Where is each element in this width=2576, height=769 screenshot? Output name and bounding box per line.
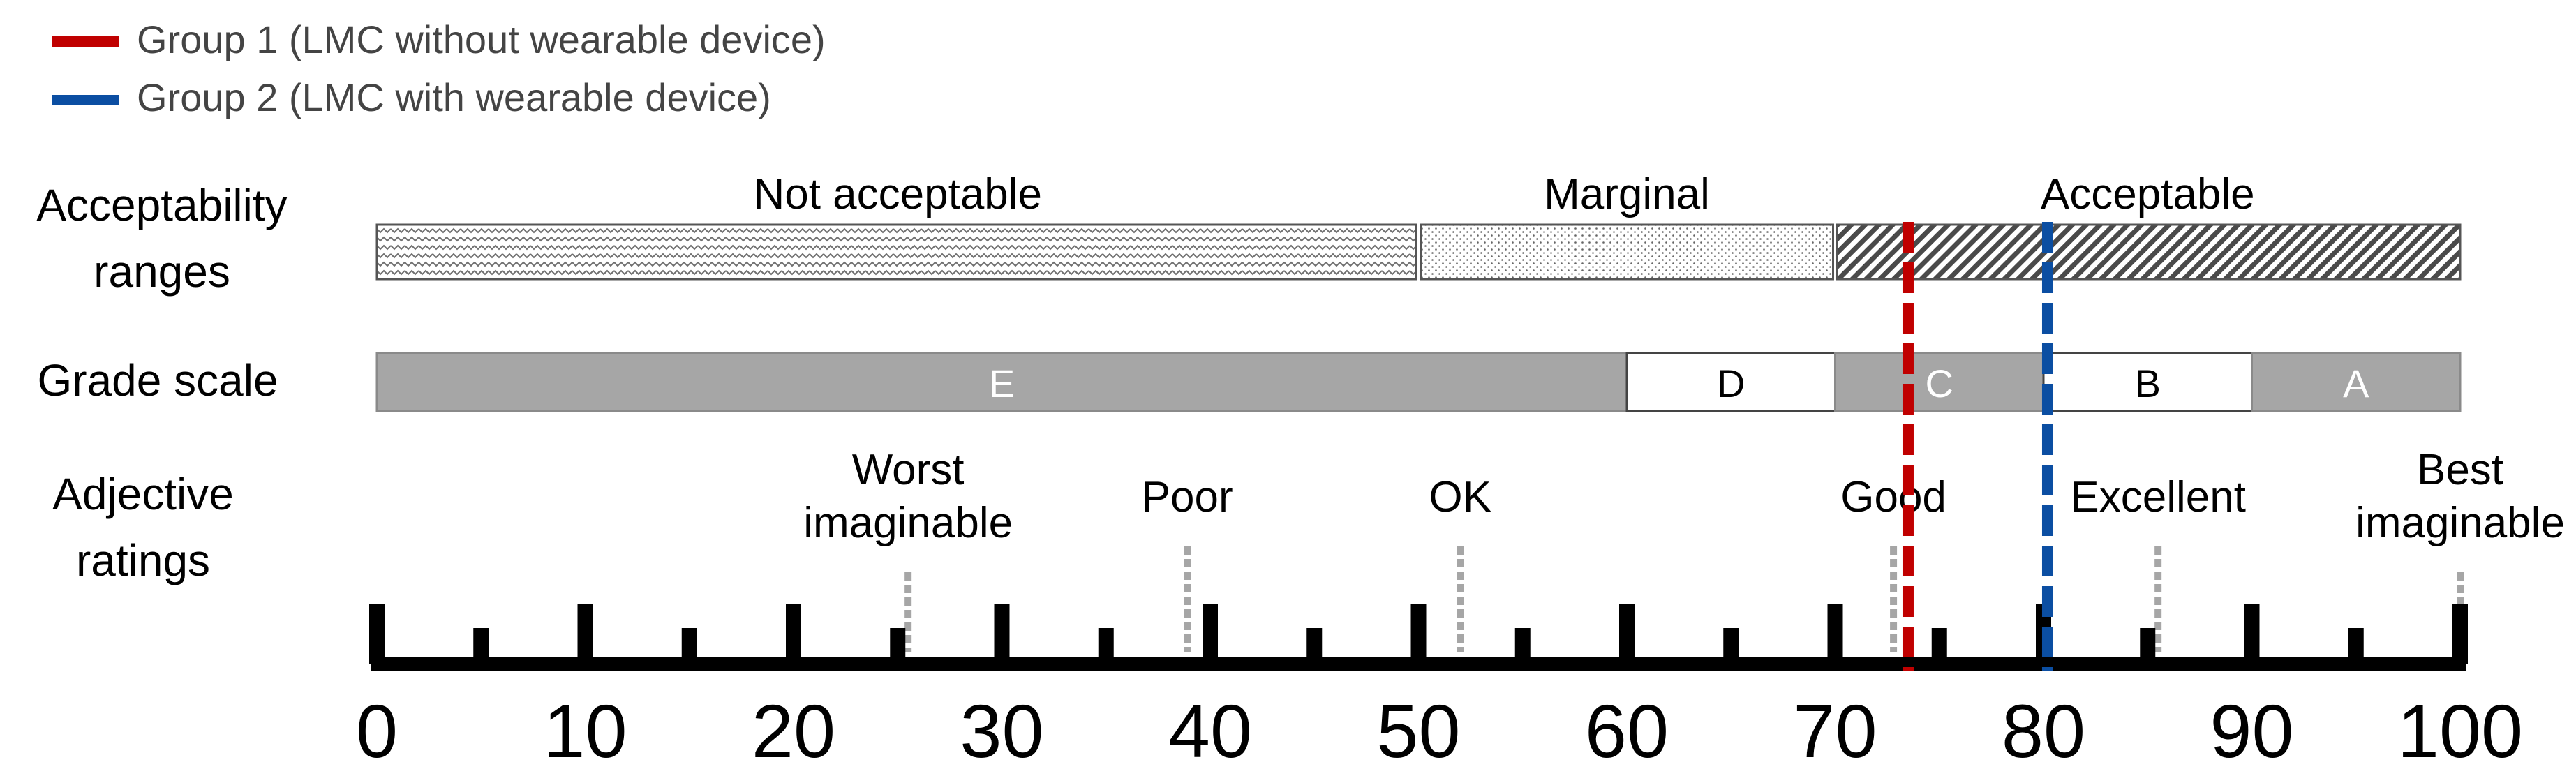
acceptability-label-not-acceptable: Not acceptable bbox=[753, 170, 1042, 218]
major-tick-90 bbox=[2244, 604, 2260, 664]
adjective-line-best-imaginable-1: Best bbox=[2417, 446, 2503, 494]
grade-label-b: B bbox=[2135, 361, 2161, 405]
grade-box-a bbox=[2251, 352, 2462, 412]
group-markers bbox=[1902, 222, 2053, 671]
acceptability-ranges: Not acceptable Marginal Acceptable bbox=[375, 170, 2462, 281]
adjective-ratings: Worst imaginable Poor OK Good Excellent Best im… bbox=[803, 446, 2565, 652]
grade-box-e bbox=[375, 352, 1628, 412]
legend-label-group-2: Group 2 (LMC with wearable device) bbox=[137, 75, 771, 119]
row-label-adjective-line-2: ratings bbox=[76, 535, 210, 585]
adjective-line-worst-imaginable-1: Worst bbox=[852, 446, 965, 494]
minor-tick-45 bbox=[1306, 628, 1323, 663]
major-tick-100 bbox=[2452, 604, 2468, 664]
tick-label-70: 70 bbox=[1793, 689, 1877, 769]
acceptability-range-marginal bbox=[1420, 223, 1834, 281]
tick-label-0: 0 bbox=[356, 689, 398, 769]
row-label-grade-scale: Grade scale bbox=[37, 355, 278, 405]
tick-label-80: 80 bbox=[2002, 689, 2085, 769]
adjective-line-worst-imaginable-2: imaginable bbox=[803, 499, 1013, 547]
legend-swatch-group-1 bbox=[52, 36, 119, 47]
tick-label-50: 50 bbox=[1376, 689, 1460, 769]
minor-tick-75 bbox=[1931, 628, 1947, 663]
minor-tick-25 bbox=[890, 628, 906, 663]
acceptability-range-acceptable bbox=[1836, 223, 2462, 281]
grade-label-a: A bbox=[2343, 361, 2369, 405]
adjective-line-poor-1: Poor bbox=[1142, 473, 1233, 521]
adjective-line-ok-1: OK bbox=[1429, 473, 1491, 521]
tick-label-30: 30 bbox=[960, 689, 1043, 769]
tick-label-20: 20 bbox=[752, 689, 835, 769]
grade-label-c: C bbox=[1926, 361, 1953, 405]
grade-label-e: E bbox=[989, 361, 1015, 405]
adjective-label-best-imaginable: Best imaginable bbox=[2355, 446, 2565, 547]
legend: Group 1 (LMC without wearable device) Gr… bbox=[52, 17, 826, 119]
adjective-line-excellent-1: Excellent bbox=[2070, 473, 2246, 521]
major-tick-50 bbox=[1410, 604, 1427, 664]
major-tick-20 bbox=[786, 604, 801, 664]
row-label-acceptability-line-1: Acceptability bbox=[36, 180, 287, 230]
row-label-acceptability-line-2: ranges bbox=[94, 246, 230, 297]
minor-tick-5 bbox=[473, 628, 489, 663]
minor-tick-65 bbox=[1723, 628, 1739, 663]
adjective-label-poor: Poor bbox=[1142, 473, 1233, 521]
major-tick-40 bbox=[1203, 604, 1218, 664]
adjective-label-good: Good bbox=[1840, 473, 1946, 521]
acceptability-label-acceptable: Acceptable bbox=[2041, 170, 2255, 218]
acceptability-range-not-acceptable bbox=[375, 223, 1417, 281]
legend-item-group-2: Group 2 (LMC with wearable device) bbox=[52, 75, 771, 119]
score-axis: 0 10 20 30 40 50 60 70 80 90 100 bbox=[356, 604, 2523, 769]
minor-tick-85 bbox=[2140, 628, 2156, 663]
major-tick-60 bbox=[1619, 604, 1635, 664]
adjective-line-best-imaginable-2: imaginable bbox=[2355, 499, 2565, 547]
tick-label-60: 60 bbox=[1585, 689, 1669, 769]
adjective-label-ok: OK bbox=[1429, 473, 1491, 521]
adjective-line-good-1: Good bbox=[1840, 473, 1946, 521]
major-tick-70 bbox=[1827, 604, 1843, 664]
minor-tick-35 bbox=[1098, 628, 1114, 663]
major-tick-30 bbox=[994, 604, 1010, 664]
minor-tick-15 bbox=[681, 628, 697, 663]
tick-label-90: 90 bbox=[2210, 689, 2293, 769]
major-tick-10 bbox=[577, 604, 593, 664]
row-label-adjective-line-1: Adjective bbox=[52, 469, 234, 519]
acceptability-label-marginal: Marginal bbox=[1544, 170, 1710, 218]
grade-label-d: D bbox=[1717, 361, 1745, 405]
minor-tick-55 bbox=[1514, 628, 1531, 663]
adjective-label-excellent: Excellent bbox=[2070, 473, 2246, 521]
tick-label-40: 40 bbox=[1168, 689, 1252, 769]
grade-box-d bbox=[1625, 352, 1836, 412]
legend-swatch-group-2 bbox=[52, 95, 119, 105]
grade-box-c bbox=[1834, 352, 2045, 412]
legend-label-group-1: Group 1 (LMC without wearable device) bbox=[137, 17, 826, 61]
adjective-label-worst-imaginable: Worst imaginable bbox=[803, 446, 1013, 547]
tick-label-100: 100 bbox=[2397, 689, 2523, 769]
tick-label-10: 10 bbox=[543, 689, 627, 769]
major-tick-0 bbox=[369, 604, 385, 664]
row-labels: Acceptability ranges Grade scale Adjecti… bbox=[36, 180, 287, 585]
minor-tick-95 bbox=[2348, 628, 2364, 663]
legend-item-group-1: Group 1 (LMC without wearable device) bbox=[52, 17, 826, 61]
